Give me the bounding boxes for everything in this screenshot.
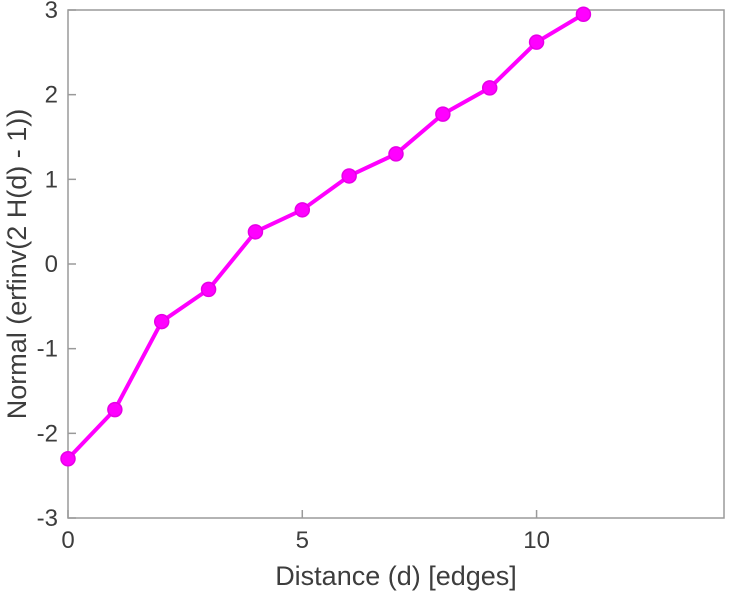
y-tick-label: -3 <box>37 505 58 532</box>
data-point-marker <box>528 34 545 50</box>
x-tick-label: 10 <box>523 527 550 554</box>
data-point-marker <box>153 313 170 330</box>
y-tick-label: -1 <box>37 336 58 363</box>
y-tick-label: 1 <box>45 166 58 193</box>
axis-ticks <box>67 9 538 519</box>
data-series <box>60 6 592 467</box>
data-point-marker <box>107 401 123 418</box>
data-point-marker <box>481 80 498 96</box>
y-tick-label: 2 <box>45 82 58 109</box>
data-point-marker <box>294 202 311 218</box>
data-point-marker <box>60 450 76 467</box>
data-point-marker <box>575 6 592 22</box>
y-tick-label: 3 <box>45 0 58 24</box>
plot-area-box <box>67 9 725 519</box>
data-point-marker <box>341 168 357 184</box>
data-point-marker <box>247 224 264 240</box>
x-tick-label: 5 <box>296 527 309 554</box>
x-axis-label: Distance (d) [edges] <box>275 561 517 591</box>
axis-tick-labels: 0 5 10 -3 -2 -1 0 1 2 3 <box>37 0 550 554</box>
y-axis-label: Normal (erfinv(2 H(d) - 1)) <box>2 109 32 420</box>
data-point-marker <box>200 281 217 298</box>
y-tick-label: -2 <box>37 420 58 447</box>
y-tick-label: 0 <box>45 251 58 278</box>
data-point-marker <box>435 106 451 122</box>
x-tick-label: 0 <box>61 527 74 554</box>
data-line <box>66 12 586 461</box>
data-point-marker <box>388 146 404 162</box>
